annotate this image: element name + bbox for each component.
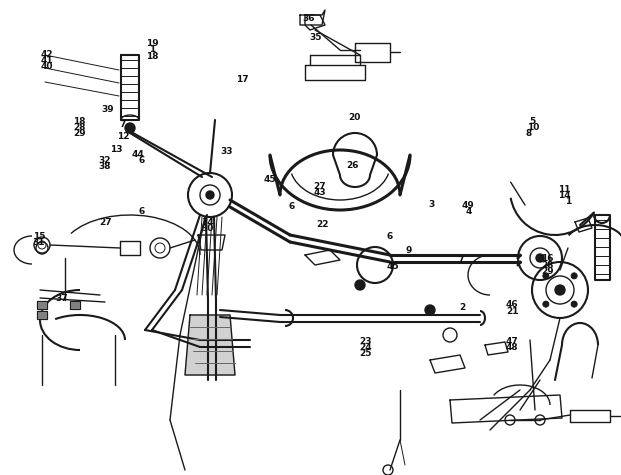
- Text: 26: 26: [347, 161, 359, 170]
- Polygon shape: [37, 311, 47, 319]
- Text: 17: 17: [236, 76, 248, 84]
- Text: 28: 28: [542, 261, 554, 269]
- Text: 27: 27: [99, 218, 112, 227]
- Text: 39: 39: [101, 105, 114, 114]
- Text: 44: 44: [132, 151, 144, 159]
- Text: 25: 25: [359, 349, 371, 358]
- Text: 6: 6: [289, 202, 295, 211]
- Text: 32: 32: [98, 156, 111, 165]
- Text: 28: 28: [73, 123, 86, 132]
- Text: 14: 14: [558, 191, 570, 200]
- Text: 13: 13: [111, 145, 123, 154]
- Text: 9: 9: [406, 247, 412, 255]
- Text: 6: 6: [138, 207, 145, 216]
- Text: 37: 37: [56, 294, 68, 303]
- Polygon shape: [185, 315, 235, 375]
- Text: 29: 29: [542, 267, 554, 276]
- Text: 5: 5: [530, 117, 536, 125]
- Text: 33: 33: [220, 147, 233, 155]
- Text: 40: 40: [40, 63, 53, 71]
- Text: 48: 48: [506, 343, 519, 352]
- Circle shape: [571, 273, 577, 279]
- Circle shape: [206, 191, 214, 199]
- Text: 21: 21: [506, 307, 519, 315]
- Circle shape: [543, 301, 549, 307]
- Text: 22: 22: [317, 220, 329, 228]
- Text: 10: 10: [527, 123, 539, 132]
- Text: 45: 45: [264, 175, 276, 184]
- Text: 18: 18: [146, 52, 158, 60]
- Circle shape: [555, 285, 565, 295]
- Polygon shape: [37, 301, 47, 309]
- Text: 47: 47: [506, 337, 519, 345]
- Text: 12: 12: [117, 133, 129, 141]
- Text: 27: 27: [314, 182, 326, 190]
- Text: 45: 45: [387, 263, 399, 271]
- Text: 18: 18: [73, 117, 86, 125]
- Circle shape: [425, 305, 435, 315]
- Text: 16: 16: [542, 255, 554, 263]
- Text: 34: 34: [202, 218, 214, 227]
- Text: 29: 29: [73, 129, 86, 138]
- Text: 49: 49: [461, 201, 474, 209]
- Text: 20: 20: [348, 114, 360, 122]
- Circle shape: [571, 301, 577, 307]
- Text: 46: 46: [506, 301, 519, 309]
- Text: 31: 31: [33, 238, 45, 247]
- Text: 15: 15: [33, 232, 45, 241]
- Text: 1: 1: [565, 197, 571, 206]
- Text: 36: 36: [302, 14, 315, 22]
- Text: 1: 1: [149, 46, 155, 54]
- Text: 35: 35: [309, 34, 322, 42]
- Text: 19: 19: [146, 39, 158, 48]
- Circle shape: [355, 280, 365, 290]
- Text: 41: 41: [40, 57, 53, 65]
- Text: 24: 24: [359, 343, 371, 352]
- Text: 4: 4: [466, 207, 472, 216]
- Polygon shape: [70, 301, 80, 309]
- Text: 23: 23: [359, 337, 371, 345]
- Text: 3: 3: [428, 200, 435, 209]
- Circle shape: [125, 123, 135, 133]
- Text: 6: 6: [387, 232, 393, 241]
- Text: 6: 6: [138, 156, 145, 165]
- Text: 42: 42: [40, 50, 53, 59]
- Text: 43: 43: [314, 188, 326, 197]
- Circle shape: [536, 254, 544, 262]
- Text: 7: 7: [120, 120, 126, 129]
- Text: 7: 7: [458, 256, 464, 265]
- Text: 38: 38: [98, 162, 111, 171]
- Circle shape: [543, 273, 549, 279]
- Text: 30: 30: [202, 224, 214, 233]
- Text: 11: 11: [558, 185, 570, 193]
- Text: 8: 8: [526, 129, 532, 138]
- Text: 2: 2: [460, 304, 466, 312]
